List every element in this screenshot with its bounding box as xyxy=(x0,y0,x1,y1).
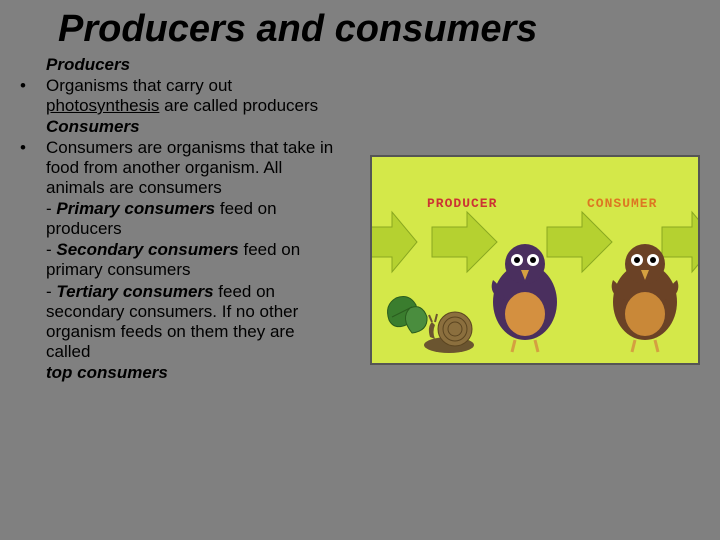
bullet-spacer xyxy=(14,282,46,362)
secondary-dash: - xyxy=(46,240,56,259)
consumers-body-row: • Consumers are organisms that take in f… xyxy=(14,138,340,198)
text-column: Producers • Organisms that carry out pho… xyxy=(14,55,340,384)
producers-underlined: photosynthesis xyxy=(46,96,159,115)
primary-dash: - xyxy=(46,199,56,218)
producers-heading-row: Producers xyxy=(14,55,340,75)
producers-heading: Producers xyxy=(46,55,340,75)
snail-icon xyxy=(424,312,474,353)
secondary-row: - Secondary consumers feed on primary co… xyxy=(14,240,340,280)
tertiary-row: - Tertiary consumers feed on secondary c… xyxy=(14,282,340,362)
secondary-bold: Secondary consumers xyxy=(56,240,238,259)
producer-label: PRODUCER xyxy=(427,196,497,211)
producers-body: Organisms that carry out photosynthesis … xyxy=(46,76,340,116)
foodchain-image: PRODUCER CONSUMER xyxy=(370,155,700,365)
bird-brown-icon xyxy=(612,244,679,352)
consumers-heading-row: Consumers xyxy=(14,117,340,137)
top-consumers: top consumers xyxy=(46,363,340,383)
bullet-spacer xyxy=(14,55,46,75)
image-column: PRODUCER CONSUMER xyxy=(340,55,700,384)
bird-purple-icon xyxy=(492,244,557,352)
consumers-body: Consumers are organisms that take in foo… xyxy=(46,138,340,198)
foodchain-svg: PRODUCER CONSUMER xyxy=(372,157,700,365)
bullet-dot: • xyxy=(14,76,46,116)
tertiary-bold: Tertiary consumers xyxy=(56,282,213,301)
leaf-icon xyxy=(388,297,428,333)
bullet-spacer xyxy=(14,363,46,383)
producers-body-row: • Organisms that carry out photosynthesi… xyxy=(14,76,340,116)
content-area: Producers • Organisms that carry out pho… xyxy=(0,55,720,384)
consumers-heading: Consumers xyxy=(46,117,340,137)
bullet-dot: • xyxy=(14,138,46,198)
top-row: top consumers xyxy=(14,363,340,383)
producers-text-1: Organisms that carry out xyxy=(46,76,232,95)
secondary-text: - Secondary consumers feed on primary co… xyxy=(46,240,340,280)
slide-title: Producers and consumers xyxy=(0,0,720,55)
primary-bold: Primary consumers xyxy=(56,199,215,218)
bullet-spacer xyxy=(14,117,46,137)
primary-row: - Primary consumers feed on producers xyxy=(14,199,340,239)
tertiary-text: - Tertiary consumers feed on secondary c… xyxy=(46,282,340,362)
bullet-spacer xyxy=(14,240,46,280)
producers-text-3: are called producers xyxy=(159,96,318,115)
bullet-spacer xyxy=(14,199,46,239)
consumer-label: CONSUMER xyxy=(587,196,657,211)
tertiary-dash: - xyxy=(46,282,56,301)
primary-text: - Primary consumers feed on producers xyxy=(46,199,340,239)
